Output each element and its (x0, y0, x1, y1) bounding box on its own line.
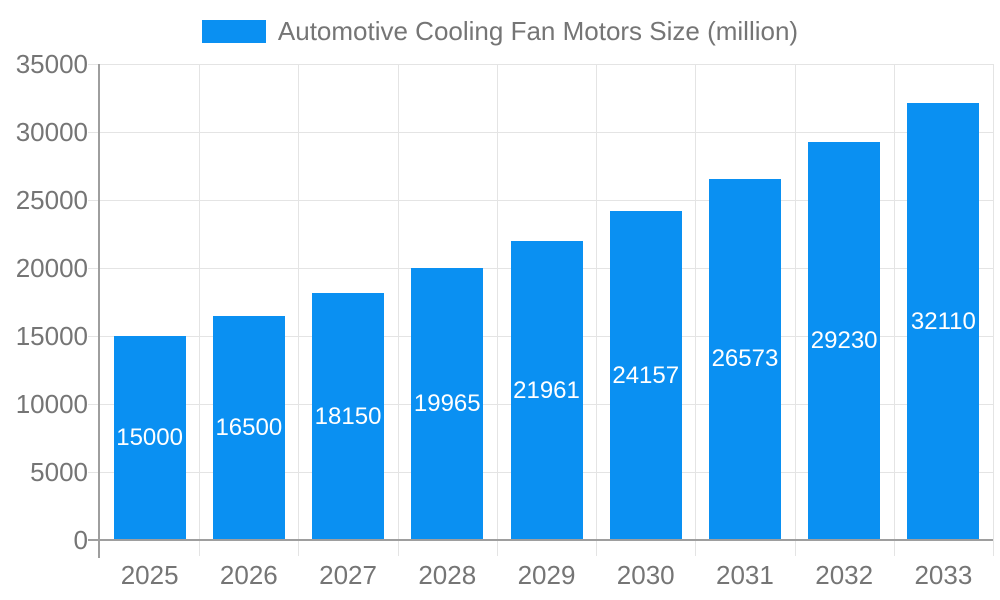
y-axis-label: 35000 (15, 49, 88, 79)
bar-2027[interactable] (312, 293, 385, 540)
y-axis-label: 0 (73, 525, 88, 555)
bar-value-label: 15000 (116, 424, 183, 451)
gridline-vertical (893, 64, 895, 540)
y-axis-label: 10000 (15, 389, 88, 419)
y-axis-line (98, 64, 100, 558)
bar-2029[interactable] (510, 241, 583, 540)
x-axis-label: 2028 (418, 560, 477, 590)
x-axis-tick (298, 540, 300, 556)
x-axis-tick (993, 540, 994, 556)
y-axis-label: 30000 (15, 117, 88, 147)
bar-value-label: 24157 (612, 361, 680, 389)
bar-value-label: 16500 (215, 413, 283, 441)
x-axis-tick (695, 540, 697, 556)
gridline-vertical (496, 64, 498, 540)
legend-label: Automotive Cooling Fan Motors Size (mill… (277, 15, 799, 46)
x-axis-label: 2029 (517, 560, 576, 590)
gridline-vertical (596, 64, 598, 540)
bar-2030[interactable] (609, 211, 682, 540)
x-axis-label: 2032 (815, 560, 874, 590)
bar-2032[interactable] (808, 142, 881, 540)
bar-2031[interactable] (708, 178, 781, 540)
gridline-horizontal (100, 200, 993, 201)
gridline-vertical (695, 64, 697, 540)
x-axis-tick (794, 540, 796, 556)
x-axis-tick (199, 540, 201, 556)
bar-value-label: 19965 (413, 390, 481, 418)
x-axis-line (88, 539, 993, 541)
gridline-vertical (298, 64, 300, 540)
x-axis-label: 2025 (120, 560, 179, 590)
y-axis-tick (88, 404, 100, 405)
gridline-vertical (199, 64, 201, 540)
bar-value-label: 18150 (314, 402, 382, 430)
bar-2028[interactable] (411, 268, 484, 540)
x-axis-label: 2030 (616, 560, 675, 590)
y-axis-tick (88, 132, 100, 133)
gridline-horizontal (100, 64, 993, 65)
x-axis-label: 2033 (914, 560, 973, 590)
bar-value-label: 26573 (711, 345, 779, 373)
chart-legend[interactable]: Automotive Cooling Fan Motors Size (mill… (0, 16, 1000, 46)
y-axis-tick (88, 268, 100, 269)
x-axis-tick (893, 540, 895, 556)
y-axis-label: 15000 (15, 321, 88, 351)
y-axis-tick (88, 64, 100, 65)
y-axis-label: 5000 (30, 457, 88, 487)
y-axis-label: 25000 (15, 185, 88, 215)
x-axis-label: 2027 (319, 560, 377, 590)
bar-value-label: 29230 (810, 327, 878, 355)
x-axis-tick (496, 540, 498, 556)
bar-2033[interactable] (907, 103, 980, 540)
gridline-vertical (397, 64, 399, 540)
bar-value-label: 21961 (513, 376, 580, 404)
x-axis-tick (596, 540, 598, 556)
x-axis-label: 2031 (716, 560, 774, 590)
y-axis-tick (88, 472, 100, 473)
bar-value-label: 32110 (910, 307, 976, 335)
gridline-vertical (993, 64, 994, 540)
y-axis-tick (88, 200, 100, 201)
y-axis-tick (88, 336, 100, 337)
gridline-horizontal (100, 132, 993, 133)
bar-2025[interactable] (113, 336, 186, 540)
gridline-vertical (794, 64, 796, 540)
x-axis-tick (397, 540, 399, 556)
y-axis-label: 20000 (15, 253, 88, 283)
legend-swatch (201, 19, 266, 43)
bar-2026[interactable] (212, 315, 285, 540)
x-axis-label: 2026 (219, 560, 278, 590)
